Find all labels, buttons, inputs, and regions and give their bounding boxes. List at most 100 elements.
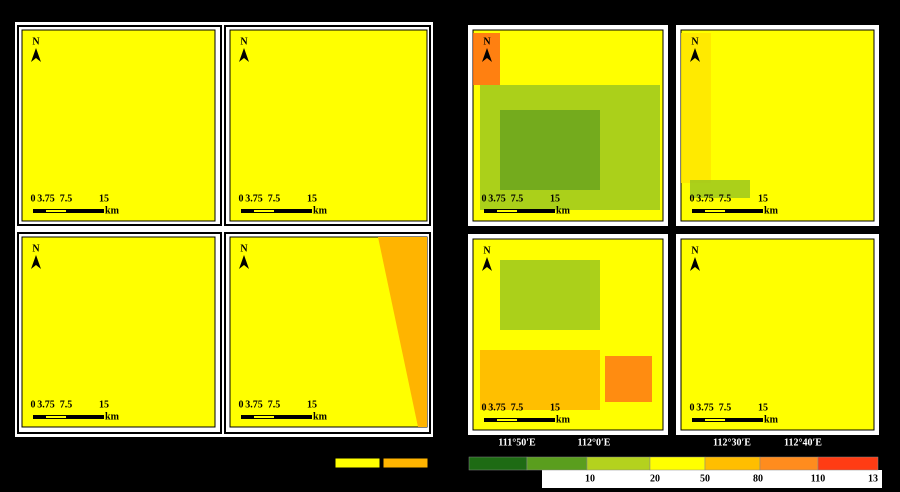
scale-unit: km	[105, 411, 120, 422]
legend-color-bin	[817, 456, 879, 471]
scale-bar	[241, 415, 312, 419]
scale-bar-segment	[497, 419, 517, 421]
legend-label: 80	[753, 473, 763, 484]
scale-unit: km	[105, 205, 120, 216]
scale-label: 15	[550, 402, 560, 413]
scale-label: 3.75	[245, 399, 263, 410]
scale-unit: km	[556, 205, 571, 216]
map-area	[229, 29, 428, 222]
north-arrow	[690, 257, 700, 271]
scale-bar	[241, 209, 312, 213]
legend-label: 110	[811, 473, 825, 484]
legend-color-bin	[586, 456, 651, 471]
legend-label: 20	[650, 473, 660, 484]
scale-bar-segment	[254, 416, 274, 418]
map-patch	[473, 33, 500, 85]
legend-label: 50	[700, 473, 710, 484]
scale-unit: km	[313, 411, 328, 422]
scale-bar-segment	[46, 210, 66, 212]
north-arrow	[31, 48, 41, 62]
north-label: N	[32, 243, 40, 254]
north-arrow	[690, 48, 700, 62]
scale-unit: km	[764, 205, 779, 216]
scale-bar	[484, 418, 555, 422]
scale-label: 7.5	[60, 193, 73, 204]
scale-bar-segment	[497, 210, 517, 212]
scale-label: 7.5	[268, 193, 281, 204]
scale-bar-segment	[254, 210, 274, 212]
north-arrow	[482, 257, 492, 271]
scale-bar	[33, 415, 104, 419]
longitude-label: 112°30′E	[713, 437, 751, 448]
scale-unit: km	[764, 414, 779, 425]
longitude-label: 111°50′E	[498, 437, 536, 448]
scale-label: 3.75	[37, 193, 55, 204]
scale-label: 7.5	[511, 193, 524, 204]
map-area	[680, 238, 875, 431]
scale-label: 15	[758, 193, 768, 204]
scale-label: 15	[99, 193, 109, 204]
scale-bar-segment	[46, 416, 66, 418]
legend-color-bin	[704, 456, 761, 471]
scale-label: 7.5	[511, 402, 524, 413]
scale-bar-segment	[705, 419, 725, 421]
legend-color-bin	[468, 456, 528, 471]
legend-label: 13	[868, 473, 878, 484]
scale-bar	[33, 209, 104, 213]
scale-bar	[692, 418, 763, 422]
scale-label: 0	[690, 193, 695, 204]
legend-color-bin	[649, 456, 706, 471]
scale-label: 0	[482, 402, 487, 413]
north-label: N	[691, 245, 699, 256]
legend-orange-box	[382, 457, 429, 469]
legend-color-bin	[526, 456, 588, 471]
scale-label: 0	[31, 399, 36, 410]
map-patch	[480, 350, 600, 410]
map-patch	[500, 260, 600, 330]
scale-label: 0	[690, 402, 695, 413]
longitude-label: 112°0′E	[578, 437, 611, 448]
scale-label: 3.75	[488, 402, 506, 413]
scale-label: 7.5	[60, 399, 73, 410]
scale-label: 0	[239, 399, 244, 410]
legend-yellow-box	[334, 457, 381, 469]
north-label: N	[32, 36, 40, 47]
scale-label: 3.75	[37, 399, 55, 410]
map-patch	[500, 110, 600, 190]
scale-bar-segment	[705, 210, 725, 212]
scale-label: 15	[550, 193, 560, 204]
scale-label: 7.5	[719, 402, 732, 413]
scale-unit: km	[313, 205, 328, 216]
scale-bar	[692, 209, 763, 213]
scale-label: 15	[307, 399, 317, 410]
scale-label: 15	[307, 193, 317, 204]
scale-label: 0	[482, 193, 487, 204]
scale-label: 0	[239, 193, 244, 204]
scale-label: 7.5	[719, 193, 732, 204]
scale-bar	[484, 209, 555, 213]
north-label: N	[691, 36, 699, 47]
map-area	[21, 29, 216, 222]
map-patch	[690, 180, 750, 198]
map-patch	[378, 237, 427, 427]
scale-label: 0	[31, 193, 36, 204]
north-label: N	[483, 36, 491, 47]
scale-label: 7.5	[268, 399, 281, 410]
north-arrow	[31, 255, 41, 269]
legend-label: 10	[585, 473, 595, 484]
north-arrow	[482, 48, 492, 62]
scale-label: 3.75	[696, 402, 714, 413]
scale-label: 3.75	[245, 193, 263, 204]
longitude-label: 112°40′E	[784, 437, 822, 448]
scale-label: 15	[758, 402, 768, 413]
map-area	[21, 236, 216, 428]
north-label: N	[240, 36, 248, 47]
scale-label: 3.75	[488, 193, 506, 204]
north-arrow	[239, 48, 249, 62]
scale-label: 15	[99, 399, 109, 410]
legend-color-bin	[759, 456, 819, 471]
scale-label: 3.75	[696, 193, 714, 204]
north-arrow	[239, 255, 249, 269]
scale-unit: km	[556, 414, 571, 425]
